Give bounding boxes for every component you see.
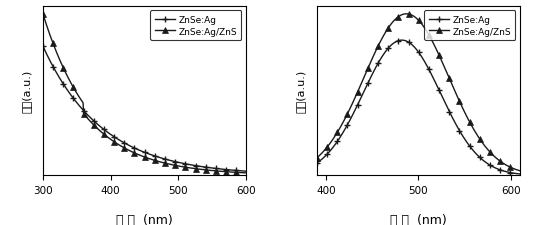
ZnSe:Ag/ZnS xyxy=(167,163,174,166)
ZnSe:Ag xyxy=(498,169,505,172)
ZnSe:Ag/ZnS xyxy=(486,150,492,152)
ZnSe:Ag xyxy=(120,141,126,144)
ZnSe:Ag xyxy=(517,173,523,176)
Line: ZnSe:Ag/ZnS: ZnSe:Ag/ZnS xyxy=(314,12,523,174)
ZnSe:Ag/ZnS xyxy=(315,156,321,159)
ZnSe:Ag/ZnS xyxy=(106,137,112,140)
ZnSe:Ag xyxy=(167,160,174,162)
ZnSe:Ag/ZnS xyxy=(314,157,320,160)
ZnSe:Ag xyxy=(486,163,492,166)
ZnSe:Ag xyxy=(187,164,193,166)
Line: ZnSe:Ag/ZnS: ZnSe:Ag/ZnS xyxy=(40,12,249,176)
ZnSe:Ag xyxy=(106,132,112,135)
Text: 强度(a.u.): 强度(a.u.) xyxy=(21,70,32,113)
Text: 波 长  (nm): 波 长 (nm) xyxy=(390,213,447,225)
ZnSe:Ag xyxy=(40,45,46,48)
ZnSe:Ag xyxy=(435,87,441,89)
ZnSe:Ag/ZnS xyxy=(498,161,505,164)
Line: ZnSe:Ag: ZnSe:Ag xyxy=(314,38,523,178)
Text: 波 长  (nm): 波 长 (nm) xyxy=(116,213,173,225)
ZnSe:Ag/ZnS xyxy=(187,167,193,170)
ZnSe:Ag/ZnS xyxy=(243,172,249,174)
ZnSe:Ag/ZnS xyxy=(435,53,442,56)
ZnSe:Ag xyxy=(64,89,71,92)
ZnSe:Ag xyxy=(435,88,442,91)
ZnSe:Ag xyxy=(315,162,321,164)
ZnSe:Ag/ZnS xyxy=(40,13,46,16)
ZnSe:Ag/ZnS xyxy=(120,146,126,149)
ZnSe:Ag xyxy=(438,95,445,98)
ZnSe:Ag xyxy=(399,40,405,42)
ZnSe:Ag/ZnS xyxy=(403,13,410,16)
Legend: ZnSe:Ag, ZnSe:Ag/ZnS: ZnSe:Ag, ZnSe:Ag/ZnS xyxy=(425,11,516,41)
ZnSe:Ag xyxy=(186,164,192,166)
ZnSe:Ag xyxy=(243,170,249,173)
ZnSe:Ag/ZnS xyxy=(64,75,71,78)
Line: ZnSe:Ag: ZnSe:Ag xyxy=(40,43,249,175)
ZnSe:Ag/ZnS xyxy=(186,167,192,169)
Legend: ZnSe:Ag, ZnSe:Ag/ZnS: ZnSe:Ag, ZnSe:Ag/ZnS xyxy=(150,11,241,41)
ZnSe:Ag/ZnS xyxy=(435,52,441,54)
ZnSe:Ag xyxy=(314,162,320,165)
ZnSe:Ag/ZnS xyxy=(517,170,523,172)
ZnSe:Ag/ZnS xyxy=(438,61,445,63)
Text: 强度(a.u.): 强度(a.u.) xyxy=(296,70,306,113)
